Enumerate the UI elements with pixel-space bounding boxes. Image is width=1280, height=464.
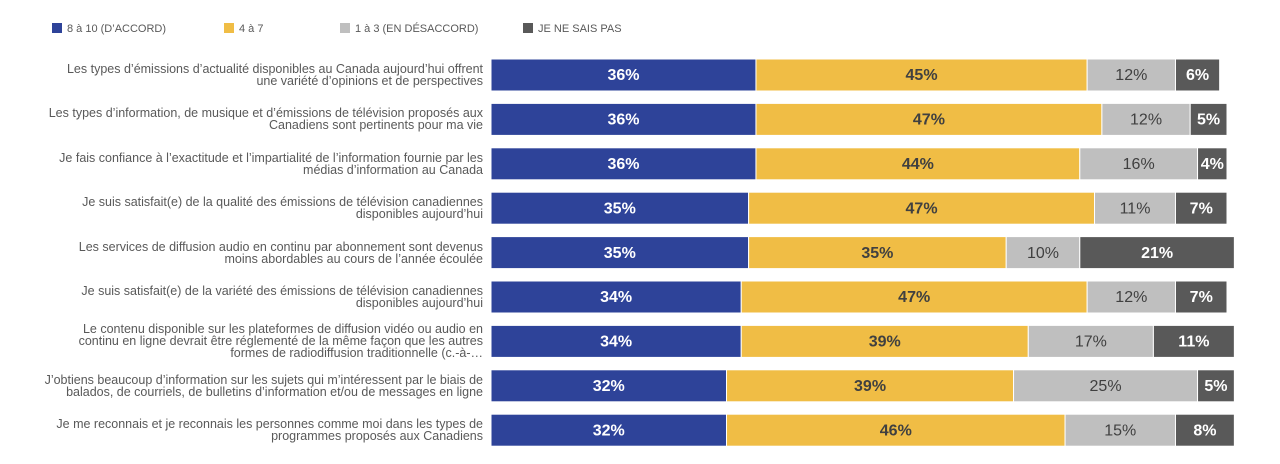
bar-segment — [1086, 58, 1176, 92]
value-label: 36% — [607, 112, 639, 129]
value-label: 16% — [1123, 156, 1155, 173]
category-label: Je me reconnais et je reconnais les pers… — [56, 417, 483, 444]
bar-segment — [726, 369, 1015, 403]
value-label: 32% — [593, 378, 625, 395]
value-label: 15% — [1104, 422, 1136, 439]
bar-segment — [1197, 147, 1228, 181]
value-label: 35% — [604, 200, 636, 217]
legend-label: 4 à 7 — [239, 23, 263, 35]
category-label: Je suis satisfait(e) de la variété des é… — [81, 284, 483, 310]
legend-label: JE NE SAIS PAS — [538, 23, 622, 35]
value-label: 47% — [913, 112, 945, 129]
bar-segment — [490, 58, 757, 92]
bar-segment — [1197, 369, 1235, 403]
category-label: Les types d’émissions d’actualité dispon… — [66, 62, 483, 88]
category-label: Je fais confiance à l’exactitude et l’im… — [59, 150, 483, 177]
category-label: Les types d’information, de musique et d… — [48, 106, 483, 133]
value-label: 5% — [1197, 112, 1220, 129]
bar-segment — [1013, 369, 1199, 403]
bar-segment — [1079, 147, 1199, 181]
value-label: 34% — [600, 289, 632, 306]
value-label: 47% — [898, 289, 930, 306]
category-label: Le contenu disponible sur les plateforme… — [78, 322, 483, 361]
value-label: 7% — [1190, 289, 1213, 306]
category-label: J’obtiens beaucoup d’information sur les… — [44, 372, 483, 399]
bar-segment — [490, 147, 757, 181]
value-label: 5% — [1204, 378, 1227, 395]
value-label: 32% — [593, 422, 625, 439]
bar-segment — [1064, 413, 1176, 447]
value-label: 8% — [1193, 422, 1216, 439]
legend-swatch — [523, 23, 533, 33]
value-label: 6% — [1186, 67, 1209, 84]
legend-label: 8 à 10 (D’ACCORD) — [67, 23, 166, 35]
bar-segment — [748, 191, 1096, 225]
bar-segment — [1152, 324, 1235, 358]
legend-swatch — [224, 23, 234, 33]
bar-segment — [755, 147, 1081, 181]
value-label: 36% — [607, 156, 639, 173]
legend-label: 1 à 3 (EN DÉSACCORD) — [355, 22, 478, 35]
value-label: 44% — [902, 156, 934, 173]
value-label: 36% — [607, 67, 639, 84]
value-label: 17% — [1075, 334, 1107, 351]
value-label: 12% — [1115, 67, 1147, 84]
bar-segment — [1174, 280, 1228, 314]
bar-segment — [1189, 102, 1228, 136]
value-label: 47% — [906, 200, 938, 217]
bar-segment — [490, 369, 728, 403]
value-label: 10% — [1027, 245, 1059, 262]
value-label: 12% — [1115, 289, 1147, 306]
value-label: 34% — [600, 334, 632, 351]
value-label: 45% — [906, 67, 938, 84]
bar-segment — [1174, 413, 1235, 447]
value-label: 21% — [1141, 245, 1173, 262]
bar-segment — [755, 102, 1103, 136]
value-label: 4% — [1201, 156, 1224, 173]
category-label: Les services de diffusion audio en conti… — [78, 239, 483, 266]
bar-segment — [726, 413, 1066, 447]
value-label: 35% — [861, 245, 893, 262]
bar-segment — [490, 236, 750, 270]
bar-segment — [1079, 236, 1235, 270]
value-label: 39% — [854, 378, 886, 395]
bar-segment — [1174, 58, 1221, 92]
bar-segment — [490, 324, 742, 358]
bar-segment — [1174, 191, 1228, 225]
bar-segment — [490, 102, 757, 136]
value-label: 39% — [869, 334, 901, 351]
value-label: 25% — [1090, 378, 1122, 395]
value-label: 35% — [604, 245, 636, 262]
value-label: 11% — [1178, 334, 1209, 351]
legend-swatch — [340, 23, 350, 33]
category-label: Je suis satisfait(e) de la qualité des é… — [82, 195, 483, 222]
value-label: 12% — [1130, 112, 1162, 129]
value-label: 46% — [880, 422, 912, 439]
value-label: 11% — [1120, 200, 1151, 217]
bar-segment — [740, 280, 1088, 314]
legend-swatch — [52, 23, 62, 33]
value-label: 7% — [1190, 200, 1213, 217]
bar-segment — [1027, 324, 1154, 358]
